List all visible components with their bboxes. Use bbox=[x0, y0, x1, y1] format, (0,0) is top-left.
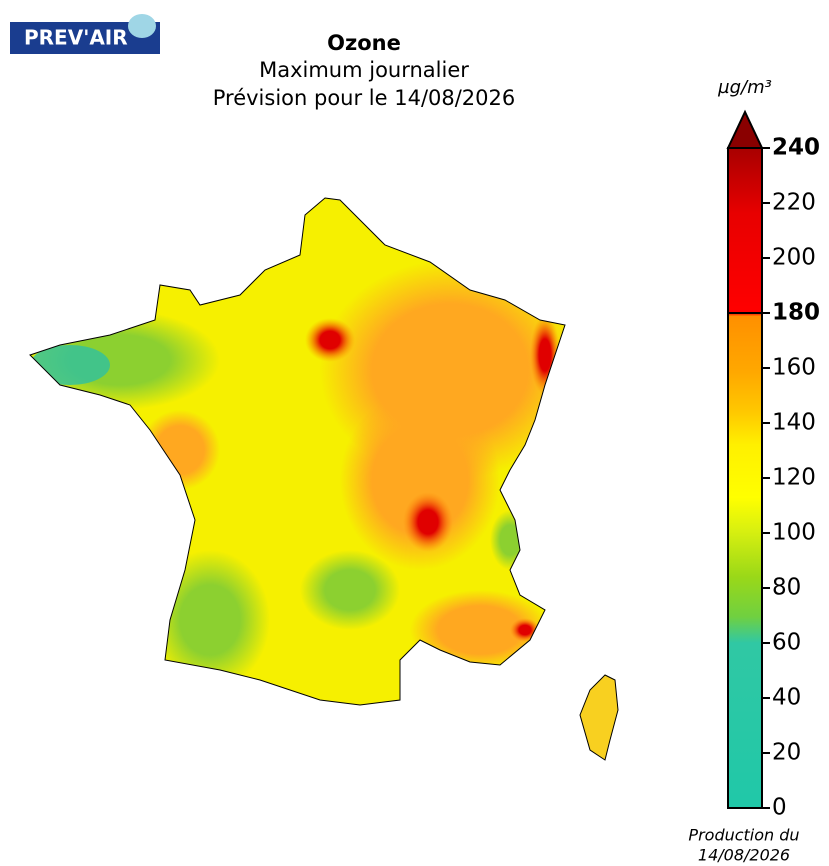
tick-label: 140 bbox=[772, 410, 816, 436]
tick-label: 80 bbox=[772, 575, 801, 601]
tick-label: 0 bbox=[772, 795, 787, 821]
logo-text: PREV'AIR bbox=[24, 26, 128, 50]
tick-label: 60 bbox=[772, 630, 801, 656]
footer-line: Production du bbox=[688, 826, 799, 845]
tick-label: 160 bbox=[772, 355, 816, 381]
colorbar-unit: µg/m³ bbox=[717, 77, 772, 98]
subtitle: Maximum journalier bbox=[259, 58, 469, 82]
tick-label: 240 bbox=[772, 135, 820, 161]
tick-label: 120 bbox=[772, 465, 816, 491]
footer-line: 14/08/2026 bbox=[698, 846, 790, 865]
tick-label: 200 bbox=[772, 245, 816, 271]
tick-label: 220 bbox=[772, 190, 816, 216]
tick-label: 180 bbox=[772, 300, 820, 326]
map bbox=[29, 197, 619, 761]
tick-label: 40 bbox=[772, 685, 801, 711]
title: Ozone bbox=[327, 31, 401, 55]
forecast-date: Prévision pour le 14/08/2026 bbox=[213, 86, 516, 110]
colorbar bbox=[726, 109, 764, 809]
tick-label: 20 bbox=[772, 740, 801, 766]
tick-label: 100 bbox=[772, 520, 816, 546]
logo-globe bbox=[128, 14, 156, 38]
